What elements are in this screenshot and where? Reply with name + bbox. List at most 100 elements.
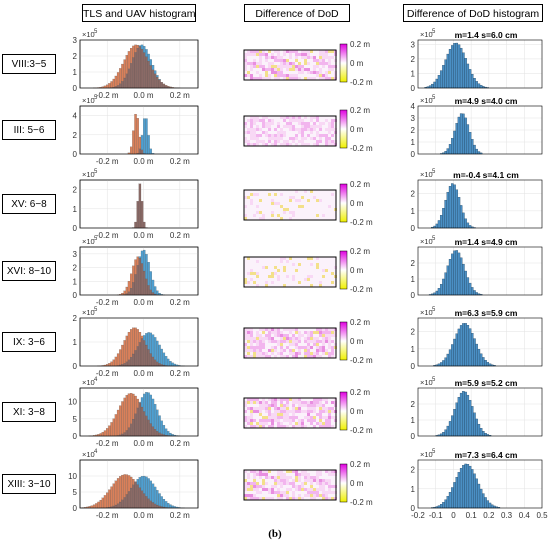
diff-histogram-exponent-base: ×10 — [420, 30, 433, 39]
diff-histogram-bar — [442, 360, 445, 367]
dod-map-cell — [307, 401, 310, 404]
dod-map-cell — [319, 349, 322, 352]
dod-map-cell — [274, 59, 277, 62]
histogram-bar-uav — [147, 392, 150, 421]
dod-map-cell — [322, 134, 325, 137]
dod-map-cell — [256, 473, 259, 476]
histogram-bar-uav — [158, 292, 161, 295]
dod-map-cell — [265, 337, 268, 340]
dod-map-cell — [259, 470, 262, 473]
dod-map-cell — [289, 331, 292, 334]
dod-colorbar-tick: 0 m — [350, 199, 364, 208]
diff-histogram-bar — [444, 59, 447, 89]
dod-map-cell — [259, 56, 262, 59]
diff-histogram-bar — [448, 48, 452, 89]
dod-map-cell — [280, 491, 283, 494]
dod-map-cell — [256, 331, 259, 334]
diff-histogram-bar — [475, 292, 478, 296]
dod-map-cell — [250, 494, 253, 497]
dod-map-cell — [310, 71, 313, 74]
histogram-bar-tls — [136, 256, 139, 266]
dod-map-cell — [331, 340, 334, 343]
histogram-bar-tls — [134, 327, 137, 351]
histogram-bar-uav — [143, 249, 146, 272]
histogram-bar-tls — [132, 45, 135, 58]
dod-map-cell — [256, 125, 259, 128]
dod-map-cell — [283, 491, 286, 494]
dod-map-cell — [301, 334, 304, 337]
dod-map-cell — [277, 134, 280, 137]
dod-map-cell — [319, 398, 322, 401]
histogram-bar-uav — [145, 49, 148, 57]
dod-map-cell — [310, 116, 313, 119]
dod-map-cell — [274, 128, 277, 131]
histogram-bar-overlap — [143, 52, 146, 89]
dod-map-cell — [250, 349, 253, 352]
diff-histogram-bar — [466, 277, 470, 296]
histogram-bar-overlap — [130, 487, 133, 509]
dod-map-cell — [292, 74, 295, 77]
dod-map-cell — [310, 410, 313, 413]
dod-map-cell — [331, 497, 334, 500]
histogram-bar-tls — [123, 340, 126, 364]
histogram-bar-overlap — [143, 411, 146, 437]
dod-map-cell — [328, 77, 331, 80]
dod-map-cell — [274, 266, 277, 269]
dod-map-cell — [256, 422, 259, 425]
diff-histogram-bar — [482, 431, 485, 437]
dod-map-cell — [283, 50, 286, 53]
dod-map-cell — [331, 352, 334, 355]
dod-map-cell — [286, 491, 289, 494]
dod-map-cell — [304, 355, 307, 358]
dod-map-cell — [253, 494, 256, 497]
dod-map-cell — [310, 346, 313, 349]
dod-map-cell — [322, 485, 325, 488]
dod-map-cell — [247, 482, 250, 485]
dod-map-cell — [325, 331, 328, 334]
dod-map-cell — [322, 275, 325, 278]
histogram-bar-tls — [112, 418, 115, 436]
dod-map-cell — [304, 125, 307, 128]
dod-map-cell — [265, 116, 268, 119]
dod-map-cell — [283, 269, 286, 272]
dod-map-cell — [292, 278, 295, 281]
dod-map-cell — [313, 352, 316, 355]
histogram-y-tick: 10 — [68, 472, 77, 481]
dod-map-cell — [271, 401, 274, 404]
histogram-bar-tls — [140, 335, 144, 339]
dod-map-cell — [286, 346, 289, 349]
dod-map-cell — [310, 331, 313, 334]
histogram-bar-overlap — [149, 65, 152, 89]
dod-map-cell — [280, 193, 283, 196]
dod-map-cell — [256, 340, 259, 343]
diff-histogram-bar — [475, 148, 478, 155]
histogram-bar-uav — [171, 434, 174, 436]
dod-map-cell — [283, 494, 286, 497]
histogram-bar-uav — [149, 271, 152, 290]
dod-map-cell — [304, 410, 307, 413]
histogram-bar-overlap — [143, 221, 146, 229]
dod-map-cell — [316, 71, 319, 74]
dod-map-cell — [250, 68, 253, 71]
dod-map-cell — [319, 479, 322, 482]
dod-colorbar-tick: 0 m — [350, 125, 364, 134]
dod-map-cell — [262, 419, 265, 422]
dod-map-cell — [274, 482, 277, 485]
dod-map-cell — [289, 352, 292, 355]
dod-map-cell — [268, 68, 271, 71]
dod-map-cell — [280, 398, 283, 401]
dod-map-cell — [286, 413, 289, 416]
dod-map-cell — [259, 217, 262, 220]
histogram-bar-uav — [151, 398, 155, 427]
dod-map-cell — [283, 119, 286, 122]
dod-map-cell — [295, 340, 298, 343]
dod-map-cell — [271, 211, 274, 214]
diff-histogram-bar — [448, 421, 452, 437]
dod-map-cell — [325, 425, 328, 428]
diff-histogram-bar — [470, 469, 474, 509]
dod-map-cell — [313, 143, 316, 146]
diff-histogram-bar — [457, 116, 461, 155]
diff-histogram-y-tick: 0 — [411, 504, 416, 513]
histogram-bar-overlap — [153, 429, 157, 437]
dod-map-cell — [268, 119, 271, 122]
